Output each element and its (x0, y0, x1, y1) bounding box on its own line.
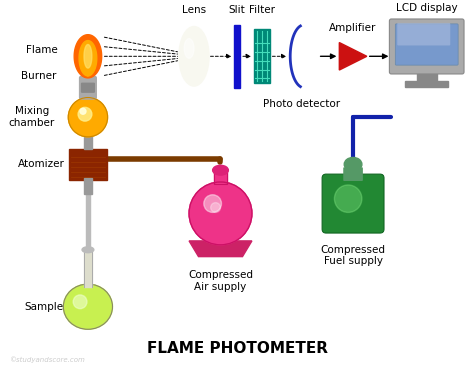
FancyBboxPatch shape (395, 24, 458, 65)
Ellipse shape (73, 295, 87, 309)
Text: FLAME PHOTOMETER: FLAME PHOTOMETER (146, 341, 328, 356)
Bar (86, 194, 90, 247)
Text: LCD display: LCD display (396, 3, 457, 13)
Text: Sample: Sample (24, 302, 64, 312)
Text: Burner: Burner (21, 71, 56, 81)
FancyBboxPatch shape (82, 83, 94, 92)
Ellipse shape (179, 27, 209, 86)
Bar (234, 25, 240, 88)
Bar (405, 81, 448, 87)
Text: Compressed
Fuel supply: Compressed Fuel supply (320, 245, 385, 266)
Text: Photo detector: Photo detector (264, 99, 340, 109)
Ellipse shape (82, 247, 94, 253)
Text: Lens: Lens (182, 5, 206, 15)
Text: Filter: Filter (249, 5, 275, 15)
Ellipse shape (204, 195, 221, 212)
Text: Flame: Flame (26, 46, 58, 55)
Polygon shape (189, 241, 252, 257)
Polygon shape (79, 41, 97, 76)
FancyBboxPatch shape (397, 23, 450, 46)
Bar (254, 29, 270, 83)
Text: Slit: Slit (229, 5, 246, 15)
Polygon shape (84, 44, 92, 68)
Bar (214, 170, 228, 184)
Bar (69, 149, 107, 180)
Text: ©studyandscore.com: ©studyandscore.com (9, 356, 85, 363)
FancyBboxPatch shape (343, 167, 363, 181)
FancyBboxPatch shape (80, 76, 96, 99)
Ellipse shape (210, 203, 220, 212)
Bar (417, 72, 437, 82)
Bar (84, 250, 92, 287)
Text: Atomizer: Atomizer (18, 159, 65, 169)
Polygon shape (339, 43, 367, 70)
Polygon shape (74, 35, 102, 78)
FancyBboxPatch shape (322, 174, 384, 233)
Ellipse shape (344, 157, 362, 171)
Bar (84, 178, 92, 194)
Ellipse shape (213, 165, 228, 175)
Ellipse shape (78, 108, 92, 121)
Ellipse shape (334, 185, 362, 212)
Text: Mixing
chamber: Mixing chamber (9, 106, 55, 128)
Ellipse shape (64, 284, 112, 329)
Bar (84, 135, 92, 149)
Bar (214, 170, 228, 184)
Text: Compressed
Air supply: Compressed Air supply (188, 270, 253, 292)
Ellipse shape (80, 108, 86, 114)
Text: Amplifier: Amplifier (329, 23, 377, 33)
Circle shape (189, 182, 252, 245)
Circle shape (68, 98, 108, 137)
FancyBboxPatch shape (390, 19, 464, 74)
Ellipse shape (184, 39, 194, 58)
